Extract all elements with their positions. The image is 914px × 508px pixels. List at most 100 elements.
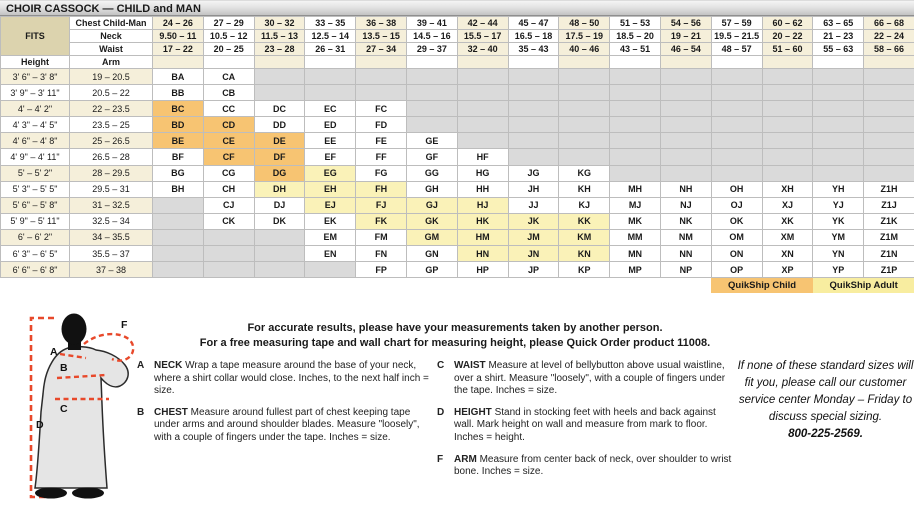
header-row: Waist 17 – 22 20 – 25 23 – 28 26 – 31 27 – 34… [1, 42, 914, 56]
size-code-cell: YK [812, 212, 865, 230]
range-cell: 45 – 47 [507, 16, 560, 30]
size-row: 3' 9" – 3' 11" 20.5 – 22 BB CB [0, 84, 914, 102]
arm-range: 26.5 – 28 [69, 148, 153, 166]
size-code-cell: NJ [659, 196, 712, 214]
fits-label: FITS [0, 16, 70, 56]
instruction-letter: F [437, 453, 444, 465]
size-code-cell: MN [609, 245, 661, 263]
empty-cell [761, 84, 814, 102]
spacer-cell [304, 55, 357, 69]
size-code-cell: MP [609, 261, 661, 279]
empty-cell [609, 148, 661, 166]
empty-cell [202, 228, 255, 247]
size-code-cell: BH [152, 180, 204, 198]
size-code-cell: HM [456, 228, 509, 247]
empty-cell [558, 148, 611, 166]
size-row: 3' 6" – 3' 8" 19 – 20.5 BA CA [0, 67, 914, 86]
range-cell: 33 – 35 [304, 16, 357, 30]
size-code-cell: JJ [507, 196, 560, 214]
size-row: 6' 3" – 6' 5" 35.5 – 37 EN FN GN HN JN KN MN NN ON… [0, 245, 914, 263]
empty-cell [609, 164, 661, 182]
size-code-cell: HJ [456, 196, 509, 214]
size-code-cell: GG [405, 164, 458, 182]
range-cell: 35 – 43 [507, 42, 560, 56]
range-cell: 58 – 66 [863, 42, 914, 56]
size-row: 4' 3" – 4' 5" 23.5 – 25 BD CD DD ED FD [0, 116, 914, 134]
instruction-text: NECK Wrap a tape measure around the base… [154, 360, 429, 397]
size-code-cell: NM [659, 228, 712, 247]
size-code-cell: DE [253, 132, 306, 150]
range-cell: 9.50 – 11 [152, 29, 204, 43]
instruction-text: ARM Measure from center back of neck, ov… [454, 453, 732, 478]
size-code-cell: BA [152, 67, 204, 86]
empty-cell [863, 132, 914, 150]
range-cell: 22 – 24 [863, 29, 914, 43]
spacer-cell [761, 55, 814, 69]
empty-cell [812, 132, 865, 150]
figure-label-b: B [60, 362, 68, 374]
size-code-cell: DH [253, 180, 306, 198]
arm-range: 35.5 – 37 [69, 245, 153, 263]
empty-cell [202, 245, 255, 263]
size-code-cell: OH [710, 180, 763, 198]
size-code-cell: DF [253, 148, 306, 166]
empty-cell [609, 116, 661, 134]
size-code-cell: JM [507, 228, 560, 247]
size-code-cell: FJ [355, 196, 407, 214]
arm-range: 19 – 20.5 [69, 67, 153, 86]
range-cell: 15.5 – 17 [456, 29, 509, 43]
range-cell: 19.5 – 21.5 [710, 29, 763, 43]
spacer-cell [253, 55, 306, 69]
range-cell: 13.5 – 15 [355, 29, 407, 43]
size-code-cell: GF [405, 148, 458, 166]
range-cell: 23 – 28 [253, 42, 306, 56]
size-code-cell: YJ [812, 196, 865, 214]
spacer-cell [456, 55, 509, 69]
range-cell: 54 – 56 [659, 16, 712, 30]
size-code-cell: JK [507, 212, 560, 230]
size-code-cell: YH [812, 180, 865, 198]
empty-cell [710, 67, 763, 86]
size-code-cell: JN [507, 245, 560, 263]
empty-cell [152, 245, 204, 263]
quikship-adult-legend: QuikShip Adult [812, 277, 914, 294]
empty-cell [710, 116, 763, 134]
empty-cell [558, 84, 611, 102]
empty-cell [405, 116, 458, 134]
arm-range: 31 – 32.5 [69, 196, 153, 214]
size-code-cell: BF [152, 148, 204, 166]
size-row: 5' 3" – 5' 5" 29.5 – 31 BH CH DH EH FH GH HH JH KH… [0, 180, 914, 198]
size-code-cell: DD [253, 116, 306, 134]
instructions-column-1: A NECK Wrap a tape measure around the bas… [137, 360, 429, 454]
empty-cell [507, 84, 560, 102]
instruction-item-height: D HEIGHT Stand in stocking feet with heel… [437, 407, 737, 445]
empty-cell [558, 132, 611, 150]
spacer-cell [507, 55, 560, 69]
empty-cell [812, 116, 865, 134]
figure-label-d: D [36, 419, 44, 431]
height-range: 5' 3" – 5' 5" [0, 180, 70, 198]
size-code-cell: FG [355, 164, 407, 182]
range-cell: 19 – 21 [659, 29, 712, 43]
arm-range: 25 – 26.5 [69, 132, 153, 150]
size-code-cell: Z1K [863, 212, 914, 230]
spacer-cell [659, 55, 712, 69]
range-cell: 20 – 25 [202, 42, 255, 56]
range-cell: 42 – 44 [456, 16, 509, 30]
empty-cell [710, 132, 763, 150]
size-code-cell: CJ [202, 196, 255, 214]
size-code-cell: YM [812, 228, 865, 247]
empty-cell [863, 116, 914, 134]
empty-cell [253, 261, 306, 279]
instruction-text: CHEST Measure around fullest part of che… [154, 406, 420, 443]
height-range: 5' 6" – 5' 8" [0, 196, 70, 214]
figure-head [61, 313, 87, 345]
size-code-cell: NH [659, 180, 712, 198]
size-code-cell: GJ [405, 196, 458, 214]
instruction-text: HEIGHT Stand in stocking feet with heels… [454, 406, 716, 443]
instruction-item-waist: C WAIST Measure at level of bellybutton a… [437, 360, 737, 398]
customer-service-phone: 800-225-2569. [788, 428, 863, 440]
size-row: 4' 9" – 4' 11" 26.5 – 28 BF CF DF EF FF GF HF [0, 148, 914, 166]
empty-cell [863, 84, 914, 102]
size-code-cell: EG [304, 164, 357, 182]
